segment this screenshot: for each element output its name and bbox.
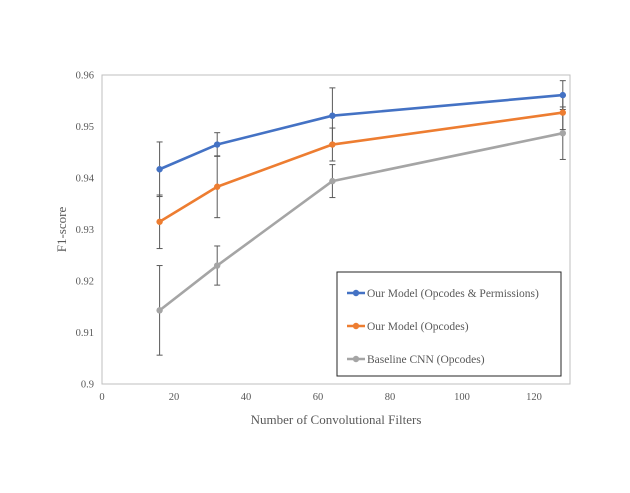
y-axis-title: F1-score: [54, 207, 69, 253]
series-point: [214, 141, 221, 148]
series-line-2: [158, 111, 563, 223]
legend-label: Baseline CNN (Opcodes): [367, 354, 485, 366]
x-tick-label: 120: [526, 392, 542, 403]
series-line-3: [158, 131, 564, 312]
y-tick-label: 0.91: [76, 328, 94, 339]
x-tick-label: 60: [313, 392, 324, 403]
legend-swatch-marker: [352, 322, 360, 330]
series-point: [559, 129, 566, 137]
legend-item: Our Model (Opcodes & Permissions): [347, 288, 539, 300]
x-tick-label: 0: [99, 392, 104, 403]
series-point: [156, 218, 163, 225]
series-lines: [156, 91, 566, 314]
legend: Our Model (Opcodes & Permissions) Our Mod…: [336, 271, 562, 377]
series-point: [156, 166, 163, 173]
plot-frame: [101, 74, 571, 385]
series-point: [559, 91, 566, 99]
y-tick-label: 0.95: [76, 122, 94, 133]
y-tick-label: 0.92: [76, 277, 94, 288]
series-point: [156, 307, 163, 314]
series-point: [559, 109, 566, 116]
y-tick-label: 0.9: [81, 380, 94, 391]
series-point: [329, 177, 336, 185]
x-tick-label: 40: [241, 392, 252, 403]
legend-box: [336, 271, 562, 377]
y-tick-label: 0.93: [76, 225, 94, 236]
legend-label: Our Model (Opcodes & Permissions): [367, 288, 539, 300]
legend-label: Our Model (Opcodes): [367, 321, 469, 333]
legend-item: Our Model (Opcodes): [347, 321, 469, 333]
series-line-1: [159, 93, 563, 171]
x-tick-label: 100: [454, 392, 470, 403]
legend-swatch-marker: [352, 289, 360, 297]
series-point: [214, 262, 221, 269]
x-axis-title: Number of Convolutional Filters: [251, 412, 422, 427]
x-tick-label: 20: [169, 392, 180, 403]
axes: 0 20 40 60 80 100 120 0.9 0.91 0.92 0.93 0.94 0.95 0.…: [76, 71, 571, 403]
y-tick-label: 0.96: [76, 71, 94, 82]
x-tick-label: 80: [385, 392, 396, 403]
series-point: [329, 141, 336, 148]
series-point: [214, 183, 221, 190]
series-point: [329, 112, 336, 119]
legend-swatch-marker: [352, 355, 360, 363]
y-tick-label: 0.94: [76, 174, 95, 185]
legend-item: Baseline CNN (Opcodes): [347, 354, 485, 366]
